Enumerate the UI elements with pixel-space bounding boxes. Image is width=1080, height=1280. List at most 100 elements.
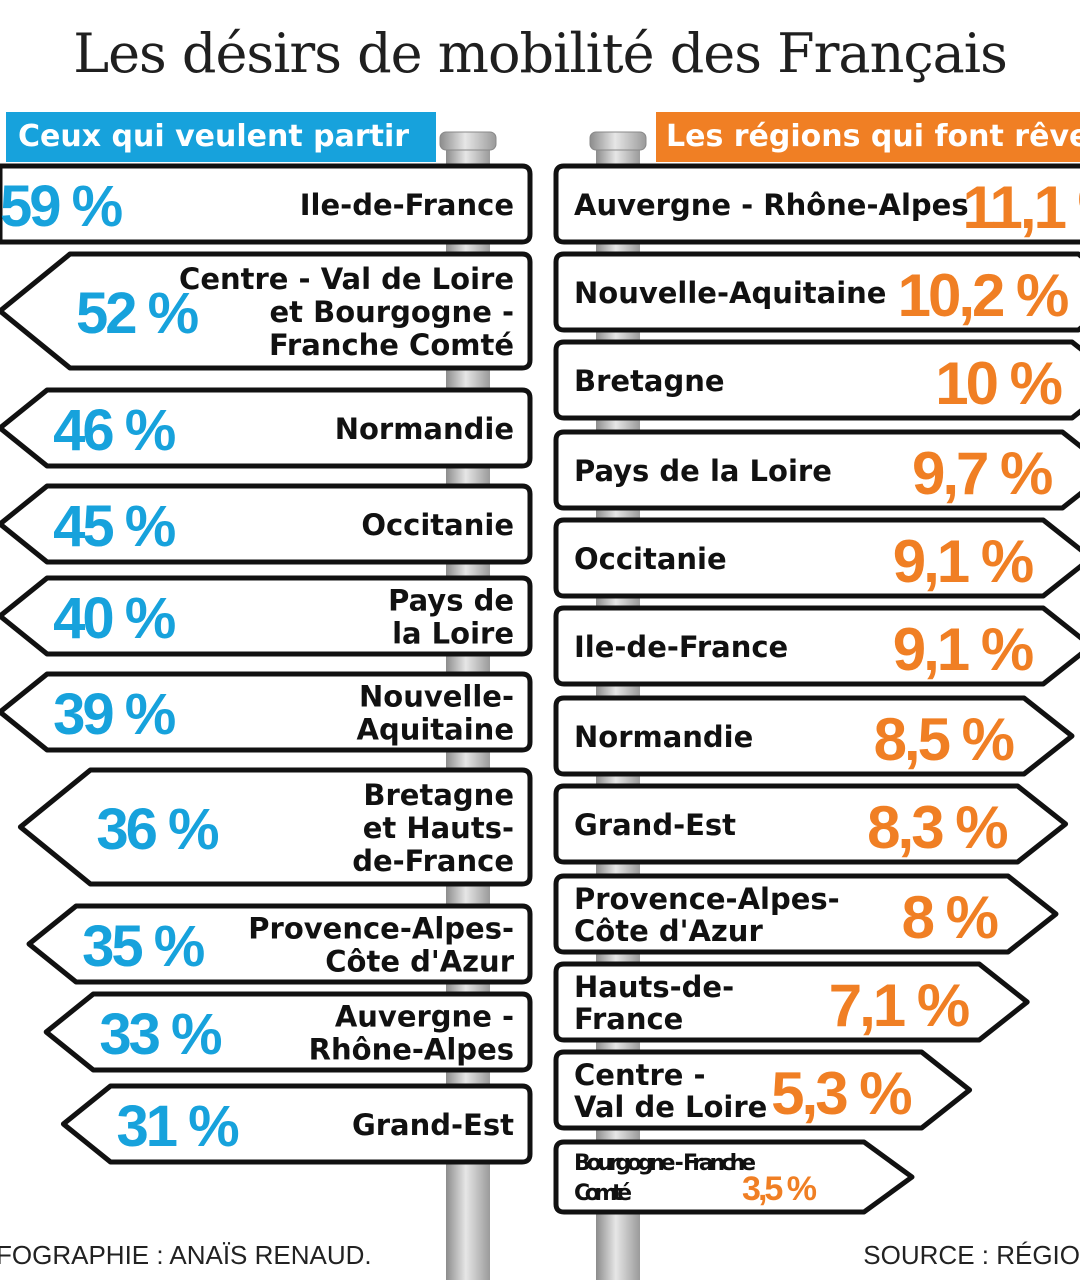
right-value-label: 9,7 % [912, 440, 1052, 507]
left-sign: 39 % Nouvelle-Aquitaine [0, 671, 533, 753]
left-sign: 45 % Occitanie [0, 483, 533, 565]
left-value-label: 45 % [53, 494, 176, 559]
left-sign-arrow [0, 251, 533, 371]
right-region-label: Centre - [574, 1058, 706, 1092]
right-region-label: Provence-Alpes- [574, 882, 840, 916]
left-sign-arrow [0, 575, 533, 657]
left-region-label: Rhône-Alpes [309, 1033, 514, 1067]
left-region-label: la Loire [392, 617, 514, 651]
right-region-label: Auvergne - Rhône-Alpes [574, 188, 969, 222]
right-value-label: 8,5 % [874, 706, 1014, 773]
right-value-label: 9,1 % [893, 616, 1033, 683]
right-sign: Grand-Est 8,3 % [553, 783, 1069, 865]
right-region-label: Bretagne [574, 364, 725, 398]
right-value-label: 3,5 % [742, 1170, 817, 1208]
left-value-label: 39 % [53, 682, 176, 747]
right-region-label: Nouvelle-Aquitaine [574, 276, 886, 310]
right-value-label: 9,1 % [893, 528, 1033, 595]
right-sign: Nouvelle-Aquitaine 10,2 % [553, 251, 1080, 333]
left-region-label: Centre - Val de Loire [179, 262, 514, 296]
left-region-label: Normandie [335, 412, 514, 446]
left-value-label: 31 % [117, 1094, 240, 1159]
right-region-label: Ile-de-France [574, 630, 788, 664]
right-region-label: Bourgogne - Franche [574, 1151, 756, 1176]
right-value-label: 5,3 % [771, 1060, 911, 1127]
left-sign-arrow [0, 387, 533, 469]
left-region-label: Auvergne - [335, 1000, 514, 1034]
left-region-label: Franche Comté [269, 328, 514, 362]
right-sign: Normandie 8,5 % [553, 695, 1075, 777]
right-region-label: Normandie [574, 720, 753, 754]
right-value-label: 8 % [902, 884, 998, 951]
right-sign-arrow [553, 605, 1080, 687]
left-sign: 46 % Normandie [0, 387, 533, 469]
right-sign-arrow [553, 1049, 973, 1131]
left-sign-arrow [0, 671, 533, 753]
left-value-label: 33 % [99, 1002, 222, 1067]
left-region-label: de-France [352, 844, 514, 878]
right-sign-arrow [553, 961, 1030, 1043]
right-sign: Centre -Val de Loire 5,3 % [553, 1049, 973, 1131]
credit-text: FOGRAPHIE : ANAÏS RENAUD. [0, 1240, 372, 1270]
right-panel-header: Les régions qui font rêver [656, 112, 1080, 162]
right-sign-arrow [553, 429, 1080, 511]
left-sign: 35 % Provence-Alpes-Côte d'Azur [26, 903, 533, 985]
left-sign-arrow [26, 903, 533, 985]
right-sign: Occitanie 9,1 % [553, 517, 1080, 599]
left-region-label: Pays de [388, 584, 514, 618]
left-value-label: 36 % [96, 797, 219, 862]
right-value-label: 10 % [935, 350, 1061, 417]
right-value-label: 8,3 % [867, 794, 1007, 861]
right-sign: Hauts-de-France 7,1 % [553, 961, 1030, 1043]
left-region-label: et Hauts- [363, 811, 514, 845]
left-region-label: Ile-de-France [300, 188, 514, 222]
left-region-label: Aquitaine [357, 713, 514, 747]
right-value-label: 10,2 % [898, 262, 1068, 329]
source-text: SOURCE : RÉGIO [863, 1240, 1080, 1270]
left-region-label: Provence-Alpes- [248, 912, 514, 946]
right-region-label: Pays de la Loire [574, 454, 832, 488]
left-region-label: Occitanie [361, 508, 514, 542]
right-sign-arrow [553, 1139, 915, 1215]
left-value-label: 59 % [0, 174, 123, 239]
right-region-label: Occitanie [574, 542, 727, 576]
right-sign: Bourgogne - Franche Comté 3,5 % [553, 1139, 915, 1215]
right-sign-arrow [553, 783, 1069, 865]
left-value-label: 35 % [82, 914, 205, 979]
right-sign-arrow [553, 695, 1075, 777]
left-sign-arrow [0, 163, 533, 245]
right-region-label: Côte d'Azur [574, 914, 763, 948]
right-sign-arrow [553, 873, 1059, 955]
right-sign-arrow [553, 339, 1080, 421]
left-region-label: Nouvelle- [359, 680, 514, 714]
left-sign: 31 % Grand-Est [60, 1083, 533, 1165]
right-value-label: 11,1 % [963, 174, 1080, 241]
left-value-label: 40 % [53, 586, 176, 651]
left-value-label: 52 % [76, 281, 199, 346]
left-panel-header: Ceux qui veulent partir [6, 112, 436, 162]
chart-title: Les désirs de mobilité des Français [73, 22, 1008, 85]
left-sign-arrow [43, 991, 533, 1073]
left-value-label: 46 % [53, 398, 176, 463]
right-sign-arrow [553, 163, 1080, 245]
right-sign: Pays de la Loire 9,7 % [553, 429, 1080, 511]
left-region-label: Bretagne [363, 778, 514, 812]
left-sign: 59 % Ile-de-France [0, 163, 533, 245]
left-sign: 33 % Auvergne -Rhône-Alpes [43, 991, 533, 1073]
left-region-label: Grand-Est [352, 1108, 514, 1142]
right-sign-arrow [553, 251, 1080, 333]
right-region-label: Comté [574, 1181, 632, 1206]
left-sign-arrow [60, 1083, 533, 1165]
right-region-label: France [574, 1002, 683, 1036]
left-region-label: et Bourgogne - [270, 295, 515, 329]
right-region-label: Grand-Est [574, 808, 736, 842]
right-value-label: 7,1 % [829, 972, 969, 1039]
right-sign: Ile-de-France 9,1 % [553, 605, 1080, 687]
left-sign-arrow [0, 483, 533, 565]
right-sign-arrow [553, 517, 1080, 599]
